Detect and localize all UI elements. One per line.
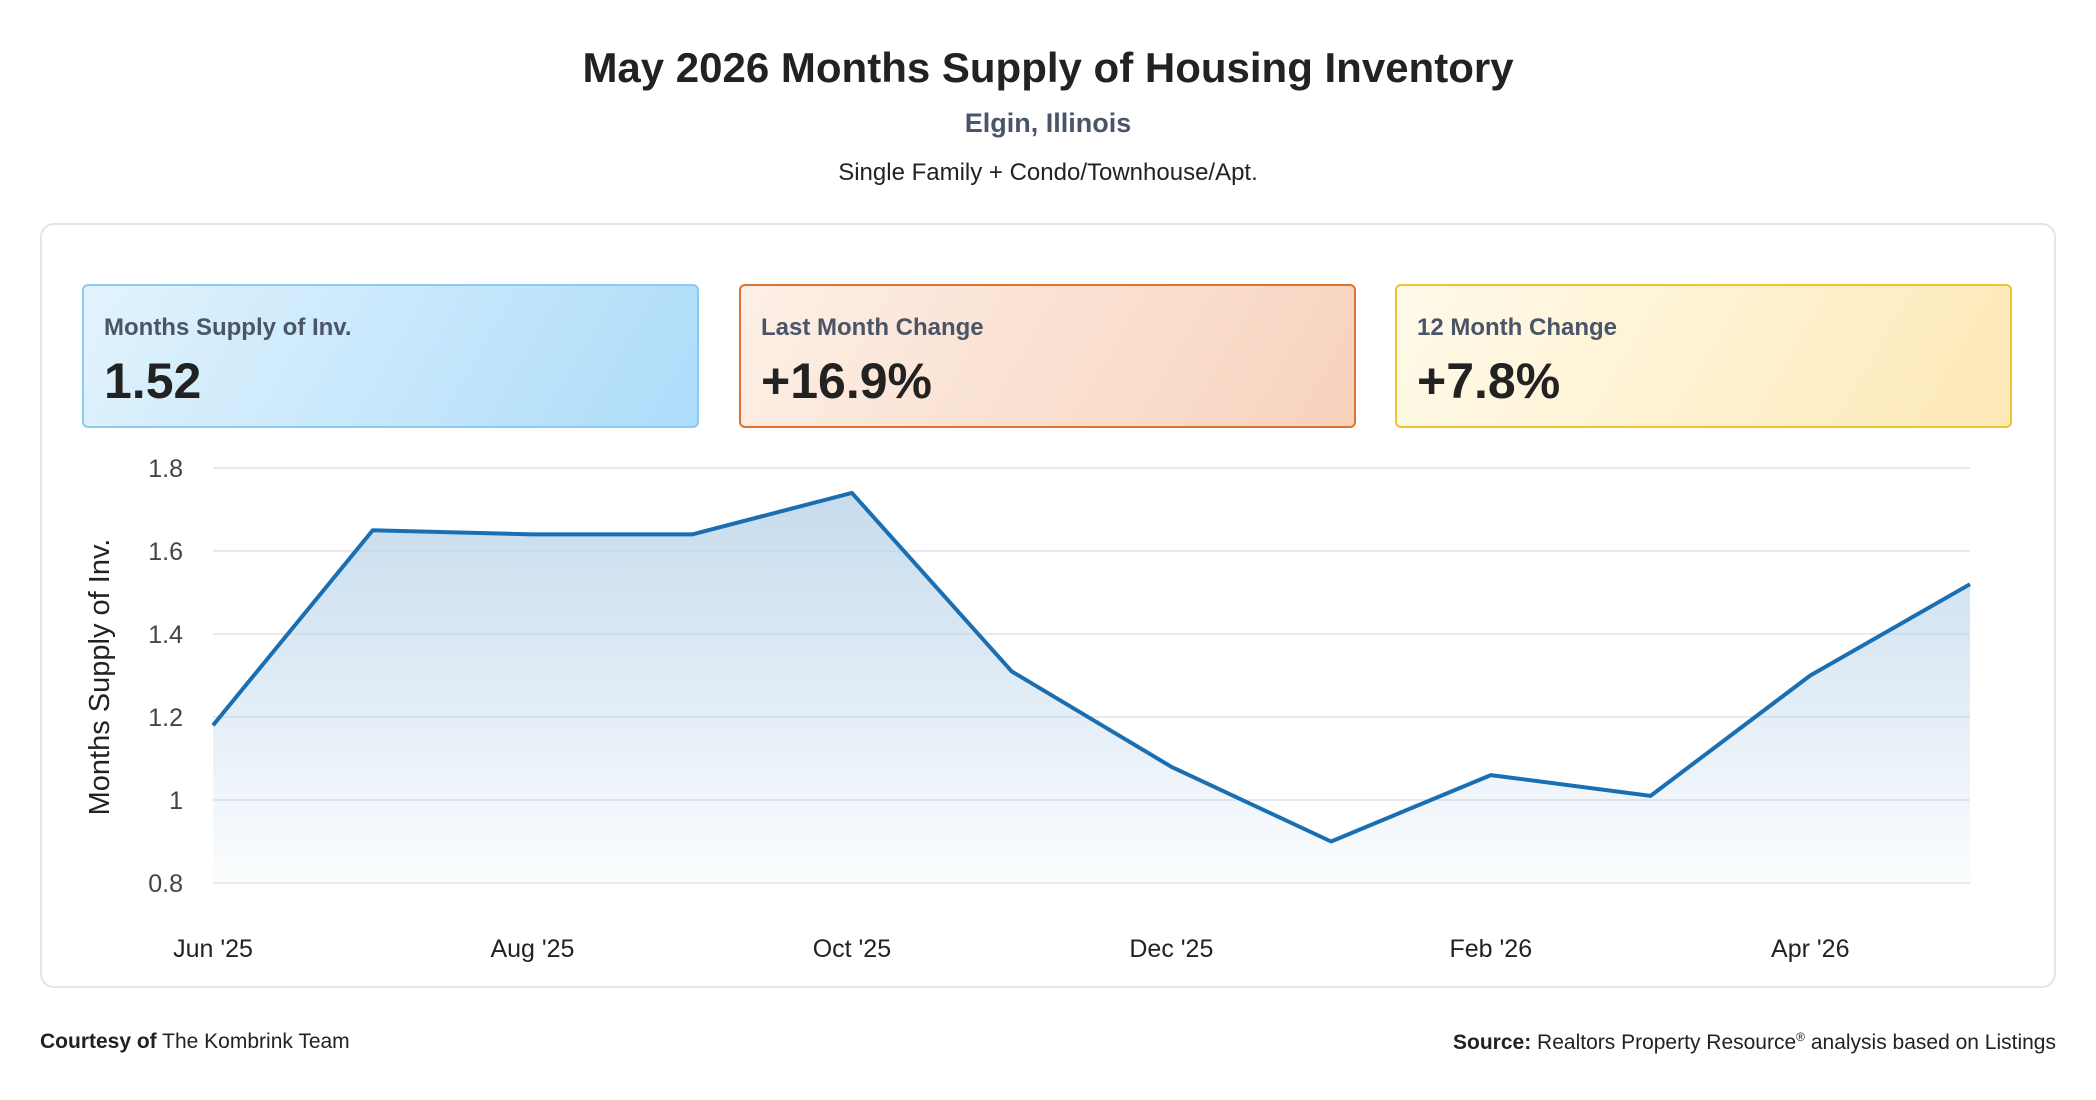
source-suffix: analysis based on Listings <box>1805 1031 2056 1054</box>
x-axis-ticks: Jun '25 Aug '25 Oct '25 Dec '25 Feb '26 Apr '… <box>173 935 1849 963</box>
area-path <box>213 492 1970 883</box>
y-axis-label: Months Supply of Inv. <box>84 539 116 816</box>
series-line <box>211 490 1971 844</box>
y-tick-label: 1.8 <box>148 455 183 483</box>
y-axis-ticks: 1.8 1.6 1.4 1.2 1 0.8 <box>148 455 183 898</box>
series-line-path <box>211 490 1971 844</box>
courtesy-name: The Kombrink Team <box>162 1030 350 1053</box>
x-tick-label: Apr '26 <box>1771 935 1849 963</box>
stat-card-last-month-change: Last Month Change +16.9% <box>739 284 1356 428</box>
y-tick-label: 0.8 <box>148 870 183 898</box>
stat-card-label: Last Month Change <box>761 314 984 341</box>
registered-mark: ® <box>1796 1030 1805 1044</box>
source-name: Realtors Property Resource <box>1537 1031 1797 1054</box>
source-note: Source: Realtors Property Resource® anal… <box>1453 1030 2056 1055</box>
x-tick-label: Jun '25 <box>173 935 253 963</box>
x-tick-label: Feb '26 <box>1450 935 1533 963</box>
y-tick-label: 1.6 <box>148 538 183 566</box>
x-tick-label: Dec '25 <box>1129 935 1213 963</box>
stat-card-label: Months Supply of Inv. <box>104 314 352 341</box>
y-tick-label: 1.4 <box>148 621 183 649</box>
page-title: May 2026 Months Supply of Housing Invent… <box>582 44 1514 91</box>
source-label: Source: <box>1453 1031 1532 1054</box>
stat-card-months-supply: Months Supply of Inv. 1.52 <box>82 284 699 428</box>
stat-card-label: 12 Month Change <box>1417 314 1618 341</box>
x-tick-label: Aug '25 <box>490 935 574 963</box>
line-area-chart: 1.8 1.6 1.4 1.2 1 0.8 Jun '25 Aug '25 Oct '25 De… <box>84 455 1971 963</box>
location-subtitle: Elgin, Illinois <box>964 108 1132 138</box>
stat-card-value: +7.8% <box>1417 353 1561 409</box>
area-fill <box>213 492 1970 883</box>
stat-card-value: +16.9% <box>761 353 932 409</box>
courtesy-label: Courtesy of <box>40 1030 157 1053</box>
courtesy-note: Courtesy of The Kombrink Team <box>40 1030 350 1054</box>
stat-card-value: 1.52 <box>104 353 202 409</box>
y-tick-label: 1 <box>169 787 183 815</box>
property-segment: Single Family + Condo/Townhouse/Apt. <box>838 159 1258 186</box>
x-tick-label: Oct '25 <box>813 935 891 963</box>
y-tick-label: 1.2 <box>148 704 183 732</box>
stat-card-12-month-change: 12 Month Change +7.8% <box>1395 284 2012 428</box>
